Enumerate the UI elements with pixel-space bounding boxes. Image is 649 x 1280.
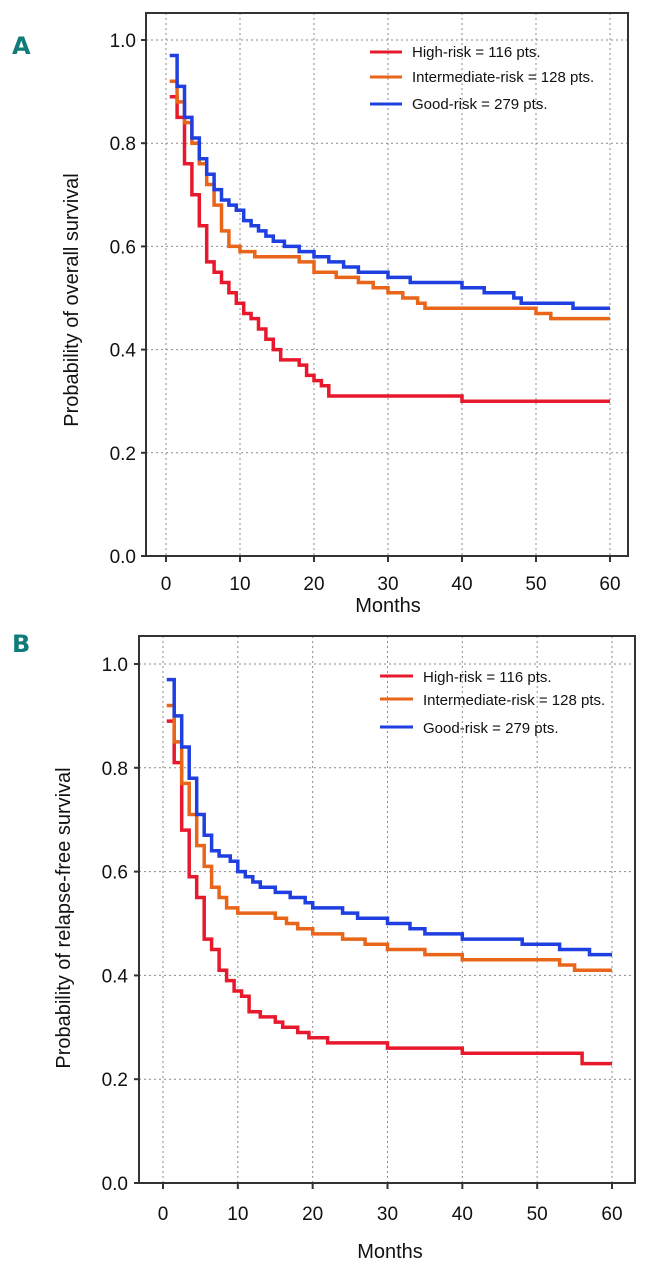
panel-b-x-tick-label: 0 <box>158 1204 169 1225</box>
panel-b-grid <box>139 636 635 1183</box>
panel-a-letter: A <box>12 32 31 60</box>
panel-a-y-tick-label: 0.0 <box>110 547 136 568</box>
panel-a-series <box>169 53 610 403</box>
panel-b-curve-good-risk <box>166 677 612 957</box>
panel-b-y-tick-label: 0.8 <box>102 759 128 780</box>
panel-b-series <box>166 677 612 1066</box>
panel-a-x-tick-label: 10 <box>229 574 250 595</box>
legend-label-intermediate-risk: Intermediate-risk = 128 pts. <box>412 69 594 86</box>
legend-label-good-risk: Good-risk = 279 pts. <box>412 96 547 113</box>
panel-a-curve-good-risk <box>169 53 610 311</box>
panel-a-y-axis-title: Probability of overall survival <box>61 173 83 426</box>
panel-b-y-tick-label: 0.2 <box>102 1070 128 1091</box>
panel-a-x-tick-label: 0 <box>161 574 172 595</box>
panel-a-curve-high-risk <box>169 95 610 403</box>
panel-b-y-tick-label: 0.0 <box>102 1174 128 1195</box>
panel-b-chart: B Probability of relapse-free survival M… <box>12 630 636 1263</box>
panel-b-x-tick-label: 60 <box>601 1204 622 1225</box>
panel-b-ticks: 0.0 0.2 0.4 0.6 0.8 1.0 0 10 20 30 40 50 60 <box>102 655 623 1225</box>
panel-a-grid <box>146 13 628 556</box>
panel-a-curve-intermediate-risk <box>169 79 610 321</box>
panel-b-letter: B <box>12 630 30 658</box>
panel-b-y-tick-label: 0.6 <box>102 863 128 884</box>
panel-b-x-tick-label: 30 <box>377 1204 398 1225</box>
legend-label-good-risk: Good-risk = 279 pts. <box>423 720 558 737</box>
panel-a-x-tick-label: 30 <box>377 574 398 595</box>
panel-b-x-tick-label: 50 <box>527 1204 548 1225</box>
panel-b-x-tick-label: 10 <box>227 1204 248 1225</box>
panel-a-x-tick-label: 60 <box>599 574 620 595</box>
panel-b-plot-frame <box>138 635 636 1184</box>
panel-b-legend: High-risk = 116 pts. Intermediate-risk =… <box>380 669 605 737</box>
panel-a-chart: A Probability of overall survival Months… <box>12 12 629 617</box>
panel-a-y-tick-label: 0.2 <box>110 444 136 465</box>
panel-b-x-axis-title: Months <box>357 1241 423 1263</box>
panel-a-y-tick-label: 1.0 <box>110 31 136 52</box>
panel-b-curve-high-risk <box>166 719 612 1066</box>
legend-label-high-risk: High-risk = 116 pts. <box>412 44 541 61</box>
legend-label-intermediate-risk: Intermediate-risk = 128 pts. <box>423 692 605 709</box>
panel-b-x-tick-label: 20 <box>302 1204 323 1225</box>
panel-a-y-tick-label: 0.4 <box>110 341 137 362</box>
panel-b-y-tick-label: 1.0 <box>102 655 128 676</box>
panel-a-y-tick-label: 0.6 <box>110 237 136 258</box>
panel-a-plot-frame <box>145 12 629 557</box>
panel-a-x-tick-label: 20 <box>303 574 324 595</box>
panel-a-y-tick-label: 0.8 <box>110 134 136 155</box>
panel-b-y-tick-label: 0.4 <box>102 966 129 987</box>
panel-a-ticks: 0.0 0.2 0.4 0.6 0.8 1.0 0 10 20 30 40 50 60 <box>110 31 621 595</box>
panel-b-x-tick-label: 40 <box>452 1204 473 1225</box>
panel-b-y-axis-title: Probability of relapse-free survival <box>53 767 75 1068</box>
panel-a-legend: High-risk = 116 pts. Intermediate-risk =… <box>370 44 594 113</box>
legend-label-high-risk: High-risk = 116 pts. <box>423 669 552 686</box>
panel-b-curve-intermediate-risk <box>166 703 612 972</box>
panel-a-x-tick-label: 40 <box>451 574 472 595</box>
panel-a-x-axis-title: Months <box>355 595 421 617</box>
panel-a-x-tick-label: 50 <box>525 574 546 595</box>
